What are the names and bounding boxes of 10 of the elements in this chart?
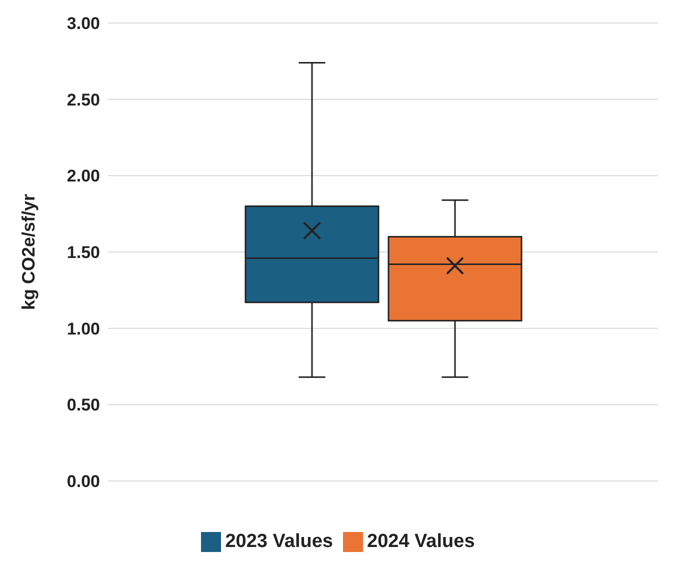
y-tick-label: 2.50	[66, 90, 100, 110]
y-axis-title: kg CO2e/sf/yr	[18, 194, 38, 310]
y-tick-label: 3.00	[66, 14, 100, 34]
y-tick-label: 1.00	[66, 319, 100, 338]
legend-label: 2024 Values	[367, 531, 475, 552]
y-tick-label: 0.00	[66, 472, 100, 492]
y-tick-label: 0.50	[66, 396, 100, 415]
y-tick-label: 2.00	[66, 166, 100, 186]
legend-label: 2023 Values	[225, 531, 333, 552]
y-tick-label: 1.50	[66, 243, 100, 262]
